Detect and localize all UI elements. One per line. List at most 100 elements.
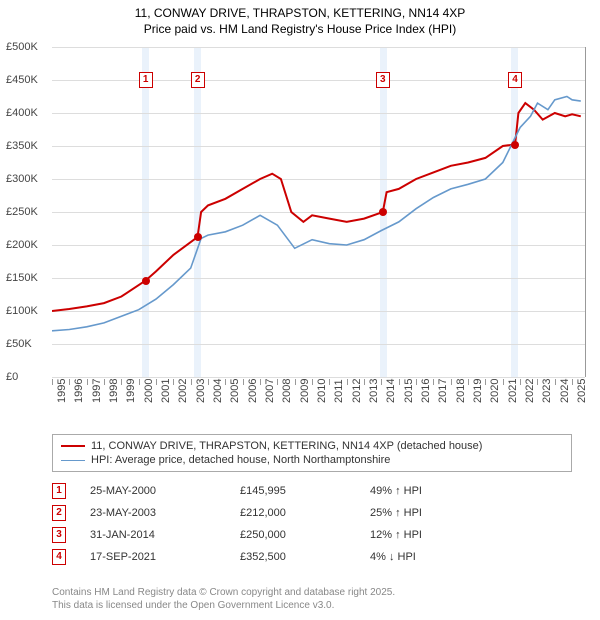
x-axis-label: 2013 <box>368 379 380 403</box>
x-axis-label: 2018 <box>455 379 467 403</box>
y-axis-label: £150K <box>6 272 50 284</box>
legend-item-hpi: HPI: Average price, detached house, Nort… <box>61 453 563 467</box>
x-tick <box>277 379 278 385</box>
sales-delta-4: 4% ↓ HPI <box>370 551 490 563</box>
x-axis-label: 2003 <box>195 379 207 403</box>
x-axis-label: 2001 <box>160 379 172 403</box>
y-axis-label: £0 <box>6 371 50 383</box>
x-axis-label: 1996 <box>73 379 85 403</box>
x-tick <box>399 379 400 385</box>
x-tick <box>52 379 53 385</box>
x-tick <box>208 379 209 385</box>
legend-label-hpi: HPI: Average price, detached house, Nort… <box>91 454 390 466</box>
x-tick <box>572 379 573 385</box>
x-axis-label: 2016 <box>420 379 432 403</box>
x-tick <box>433 379 434 385</box>
x-tick <box>347 379 348 385</box>
y-axis-label: £400K <box>6 107 50 119</box>
x-axis-label: 1995 <box>56 379 68 403</box>
x-tick <box>485 379 486 385</box>
x-axis-label: 2019 <box>472 379 484 403</box>
x-axis-label: 2007 <box>264 379 276 403</box>
x-tick <box>260 379 261 385</box>
sales-date-2: 23-MAY-2003 <box>90 507 240 519</box>
x-tick <box>295 379 296 385</box>
x-tick <box>87 379 88 385</box>
sales-marker-4: 4 <box>52 549 66 565</box>
title-block: 11, CONWAY DRIVE, THRAPSTON, KETTERING, … <box>0 0 600 39</box>
sales-row-2: 2 23-MAY-2003 £212,000 25% ↑ HPI <box>52 502 572 524</box>
x-tick <box>104 379 105 385</box>
y-axis-label: £200K <box>6 239 50 251</box>
x-axis-label: 2011 <box>333 380 345 404</box>
x-tick <box>225 379 226 385</box>
sales-marker-2: 2 <box>52 505 66 521</box>
x-axis-label: 1999 <box>125 379 137 403</box>
x-tick <box>243 379 244 385</box>
x-tick <box>503 379 504 385</box>
sales-delta-2: 25% ↑ HPI <box>370 507 490 519</box>
x-tick <box>173 379 174 385</box>
sales-price-1: £145,995 <box>240 485 370 497</box>
x-tick <box>139 379 140 385</box>
x-axis-label: 2012 <box>351 379 363 403</box>
legend-label-property: 11, CONWAY DRIVE, THRAPSTON, KETTERING, … <box>91 440 482 452</box>
event-marker: 2 <box>191 72 205 88</box>
x-axis-label: 2022 <box>524 379 536 403</box>
x-axis-label: 2020 <box>489 379 501 403</box>
y-axis-label: £500K <box>6 41 50 53</box>
legend-swatch-hpi <box>61 460 85 461</box>
sales-price-3: £250,000 <box>240 529 370 541</box>
x-axis-label: 2005 <box>229 379 241 403</box>
sales-row-3: 3 31-JAN-2014 £250,000 12% ↑ HPI <box>52 524 572 546</box>
x-tick <box>69 379 70 385</box>
x-axis-label: 2015 <box>403 379 415 403</box>
x-tick <box>329 379 330 385</box>
x-tick <box>520 379 521 385</box>
title-line-1: 11, CONWAY DRIVE, THRAPSTON, KETTERING, … <box>0 6 600 22</box>
y-axis-label: £350K <box>6 140 50 152</box>
x-tick <box>121 379 122 385</box>
x-axis-label: 2006 <box>247 379 259 403</box>
x-tick <box>312 379 313 385</box>
sales-table: 1 25-MAY-2000 £145,995 49% ↑ HPI 2 23-MA… <box>52 480 572 568</box>
x-axis-label: 2023 <box>541 379 553 403</box>
sales-date-3: 31-JAN-2014 <box>90 529 240 541</box>
chart-area: £0 £50K £100K £150K £200K £250K £300K £350K £400… <box>6 41 592 421</box>
x-axis-label: 1997 <box>91 379 103 403</box>
footer-line-1: Contains HM Land Registry data © Crown c… <box>52 586 395 599</box>
x-axis-label: 2009 <box>299 379 311 403</box>
y-axis-label: £450K <box>6 74 50 86</box>
x-axis-label: 1998 <box>108 379 120 403</box>
sales-row-4: 4 17-SEP-2021 £352,500 4% ↓ HPI <box>52 546 572 568</box>
x-tick <box>381 379 382 385</box>
event-marker: 4 <box>508 72 522 88</box>
x-axis-label: 2000 <box>143 379 155 403</box>
x-tick <box>191 379 192 385</box>
y-axis-label: £250K <box>6 206 50 218</box>
footer-line-2: This data is licensed under the Open Gov… <box>52 599 395 612</box>
event-marker: 3 <box>376 72 390 88</box>
x-axis-label: 2025 <box>576 379 588 403</box>
x-axis-label: 2008 <box>281 379 293 403</box>
x-axis-label: 2002 <box>177 379 189 403</box>
x-axis-label: 2004 <box>212 379 224 403</box>
x-axis-label: 2010 <box>316 379 328 403</box>
x-tick <box>555 379 556 385</box>
y-axis-label: £50K <box>6 338 50 350</box>
series-hpi <box>52 97 581 331</box>
x-tick <box>537 379 538 385</box>
x-tick <box>364 379 365 385</box>
series-property <box>52 103 581 311</box>
x-tick <box>468 379 469 385</box>
sales-marker-1: 1 <box>52 483 66 499</box>
chart-container: 11, CONWAY DRIVE, THRAPSTON, KETTERING, … <box>0 0 600 620</box>
sales-row-1: 1 25-MAY-2000 £145,995 49% ↑ HPI <box>52 480 572 502</box>
sales-price-4: £352,500 <box>240 551 370 563</box>
x-tick <box>156 379 157 385</box>
line-layer <box>52 47 586 377</box>
x-tick <box>451 379 452 385</box>
y-axis-label: £100K <box>6 305 50 317</box>
y-axis-label: £300K <box>6 173 50 185</box>
sale-point <box>511 141 519 149</box>
